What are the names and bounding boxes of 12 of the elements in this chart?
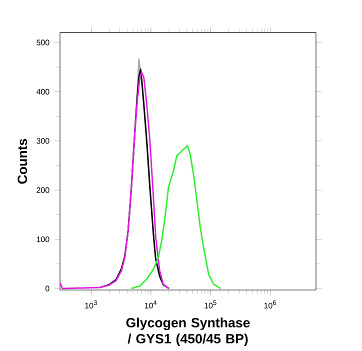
y-tick-label: 200 — [36, 187, 50, 193]
y-axis-title: Counts — [18, 138, 28, 184]
x-tick-label: 10$^{4}$ — [144, 300, 157, 308]
y-tick-label: 100 — [36, 236, 50, 242]
y-tick-label: 400 — [36, 88, 50, 95]
x-tick-label: 10$^{6}$ — [264, 300, 276, 308]
x-axis-title: Glycogen Synthase / GYS1 (450/45 BP) — [126, 318, 250, 346]
y-tick-label: 300 — [36, 138, 50, 144]
x-tick-label: 10$^{3}$ — [85, 300, 97, 308]
y-tick-label: 500 — [36, 40, 50, 46]
x-tick-label: 10$^{5}$ — [204, 300, 216, 308]
y-tick-label: 0 — [45, 286, 50, 292]
